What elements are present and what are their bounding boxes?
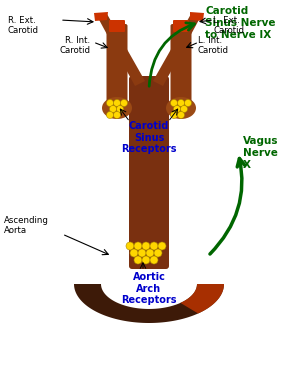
- Text: R. Int.
Carotid: R. Int. Carotid: [59, 36, 90, 55]
- Text: L. Int.
Carotid: L. Int. Carotid: [198, 36, 229, 55]
- Text: R. Ext.
Carotid: R. Ext. Carotid: [8, 16, 39, 35]
- Circle shape: [126, 242, 134, 250]
- Circle shape: [184, 99, 191, 106]
- Circle shape: [138, 249, 146, 257]
- Circle shape: [178, 99, 184, 106]
- Polygon shape: [97, 14, 145, 86]
- Circle shape: [117, 106, 123, 113]
- Polygon shape: [180, 284, 224, 313]
- Circle shape: [106, 99, 114, 106]
- Circle shape: [114, 111, 120, 119]
- FancyBboxPatch shape: [170, 24, 191, 116]
- Ellipse shape: [166, 97, 196, 119]
- Text: Carotid
Sinus
Receptors: Carotid Sinus Receptors: [121, 121, 177, 154]
- Circle shape: [158, 242, 166, 250]
- Circle shape: [173, 106, 181, 113]
- Circle shape: [142, 256, 150, 264]
- Circle shape: [106, 111, 114, 119]
- FancyBboxPatch shape: [106, 24, 127, 116]
- Ellipse shape: [102, 97, 132, 119]
- Polygon shape: [94, 12, 108, 21]
- Text: Carotid
Sinus Nerve
to Nerve IX: Carotid Sinus Nerve to Nerve IX: [205, 6, 275, 40]
- Text: Ascending
Aorta: Ascending Aorta: [4, 216, 49, 235]
- Polygon shape: [190, 12, 204, 21]
- Text: L. Ext.
Carotid: L. Ext. Carotid: [213, 16, 244, 35]
- Circle shape: [154, 249, 162, 257]
- Polygon shape: [74, 284, 224, 323]
- FancyBboxPatch shape: [109, 20, 125, 32]
- Circle shape: [134, 242, 142, 250]
- Circle shape: [120, 99, 127, 106]
- Circle shape: [109, 106, 117, 113]
- Circle shape: [142, 242, 150, 250]
- Circle shape: [150, 242, 158, 250]
- Text: Aortic
Arch
Receptors: Aortic Arch Receptors: [121, 272, 177, 305]
- Circle shape: [170, 111, 178, 119]
- FancyBboxPatch shape: [129, 76, 169, 269]
- Circle shape: [134, 256, 142, 264]
- Circle shape: [170, 99, 178, 106]
- Circle shape: [178, 111, 184, 119]
- Circle shape: [150, 256, 158, 264]
- Polygon shape: [153, 14, 201, 86]
- FancyBboxPatch shape: [173, 20, 189, 32]
- Circle shape: [114, 99, 120, 106]
- Text: Vagus
Nerve
X: Vagus Nerve X: [243, 136, 278, 170]
- Circle shape: [146, 249, 154, 257]
- Circle shape: [130, 249, 138, 257]
- Circle shape: [181, 106, 187, 113]
